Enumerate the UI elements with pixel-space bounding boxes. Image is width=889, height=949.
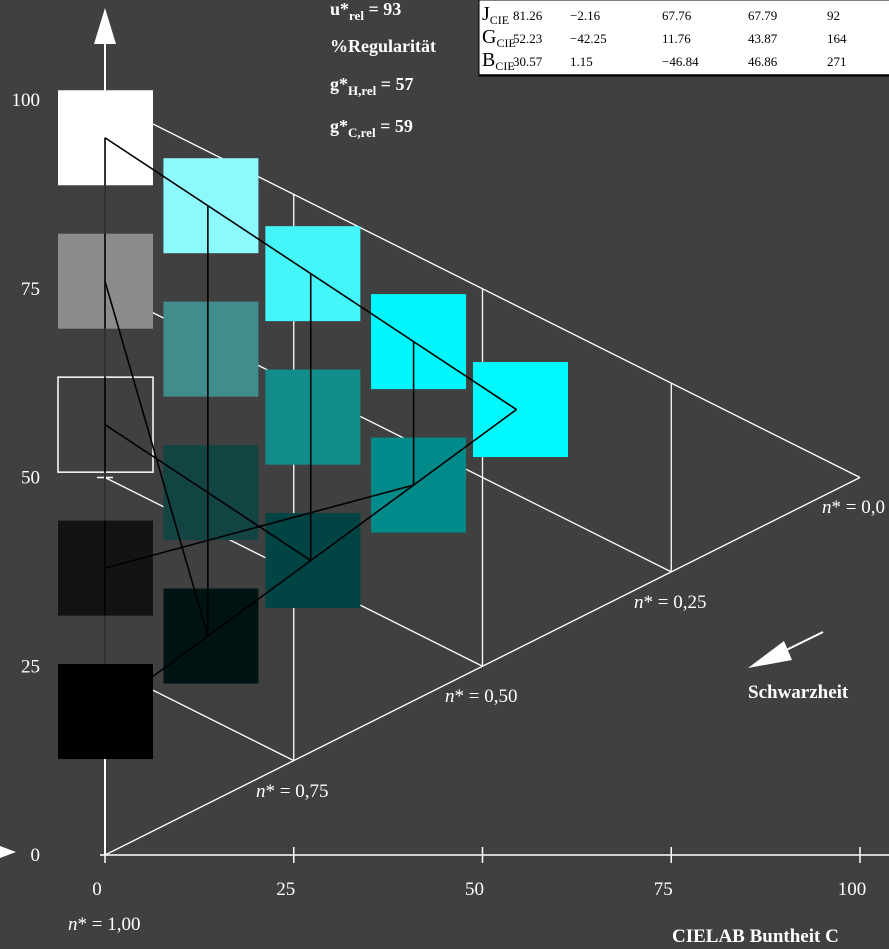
n-label: n* = 0,75 — [256, 781, 328, 802]
table-cell: 1.15 — [570, 54, 593, 69]
x-tick-label: 75 — [654, 879, 673, 900]
schwarzheit-label: Schwarzheit — [748, 682, 849, 703]
y-tick-label: 100 — [12, 90, 41, 111]
table-cell: 30.57 — [513, 54, 543, 69]
y-tick-label: 50 — [21, 468, 40, 489]
x-axis-arrow-icon — [0, 846, 16, 858]
color-patch — [265, 226, 361, 322]
connection-lines — [104, 137, 517, 713]
table-cell: 164 — [827, 31, 847, 46]
color-patch — [265, 369, 361, 465]
table-row-label: BCIE — [482, 49, 515, 73]
table-row-label: JCIE — [482, 3, 509, 27]
table-cell: 52.23 — [513, 31, 542, 46]
line-n-inner — [104, 423, 312, 562]
regularity-text: %Regularität — [330, 36, 436, 56]
table-cell: −46.84 — [662, 54, 699, 69]
color-patch — [371, 294, 467, 390]
table-cell: −42.25 — [570, 31, 607, 46]
y-tick-label: 25 — [21, 656, 40, 677]
color-patches — [163, 158, 568, 684]
color-patch — [472, 362, 568, 458]
n-label: n* = 0,0 — [822, 497, 885, 518]
n-label: n* = 1,00 — [68, 914, 140, 935]
schwarzheit-arrow-icon — [748, 641, 792, 668]
color-patch — [163, 158, 259, 254]
y-axis-arrow-icon — [94, 8, 116, 44]
u-rel-text: u*rel = 93 — [330, 0, 401, 23]
color-patch — [163, 445, 259, 541]
table-cell: 67.76 — [662, 8, 692, 23]
table-cell: 92 — [827, 8, 840, 23]
table-cell: 81.26 — [513, 8, 543, 23]
axis-labels: 0 25 50 75 100 0 25 50 75 100 n* = 1,00 n* = 0,75 n*… — [12, 90, 885, 947]
line-n-inner — [104, 280, 209, 637]
x-tick-label: 100 — [838, 879, 867, 900]
table-cell: 271 — [827, 54, 847, 69]
n-label: n* = 0,50 — [445, 686, 517, 707]
color-patch — [163, 301, 259, 397]
color-patch — [371, 437, 467, 533]
table-row-label: GCIE — [482, 26, 516, 50]
n-label: n* = 0,25 — [634, 592, 706, 613]
table-cell: 67.79 — [748, 8, 777, 23]
y-tick-label: 75 — [21, 279, 40, 300]
x-tick-label: 50 — [465, 879, 484, 900]
x-axis-title: CIELAB Buntheit C — [672, 926, 839, 947]
y-tick-label: 0 — [31, 845, 41, 866]
x-tick-label: 25 — [276, 879, 295, 900]
color-patch — [163, 588, 259, 684]
gh-rel-text: g*H,rel = 57 — [330, 74, 414, 98]
table-cell: −2.16 — [570, 8, 601, 23]
x-tick-label: 0 — [92, 879, 102, 900]
color-patch — [265, 513, 361, 609]
table-cell: 46.86 — [748, 54, 778, 69]
table-cell: 43.87 — [748, 31, 778, 46]
gc-rel-text: g*C,rel = 59 — [330, 116, 413, 140]
table-cell: 11.76 — [662, 31, 691, 46]
